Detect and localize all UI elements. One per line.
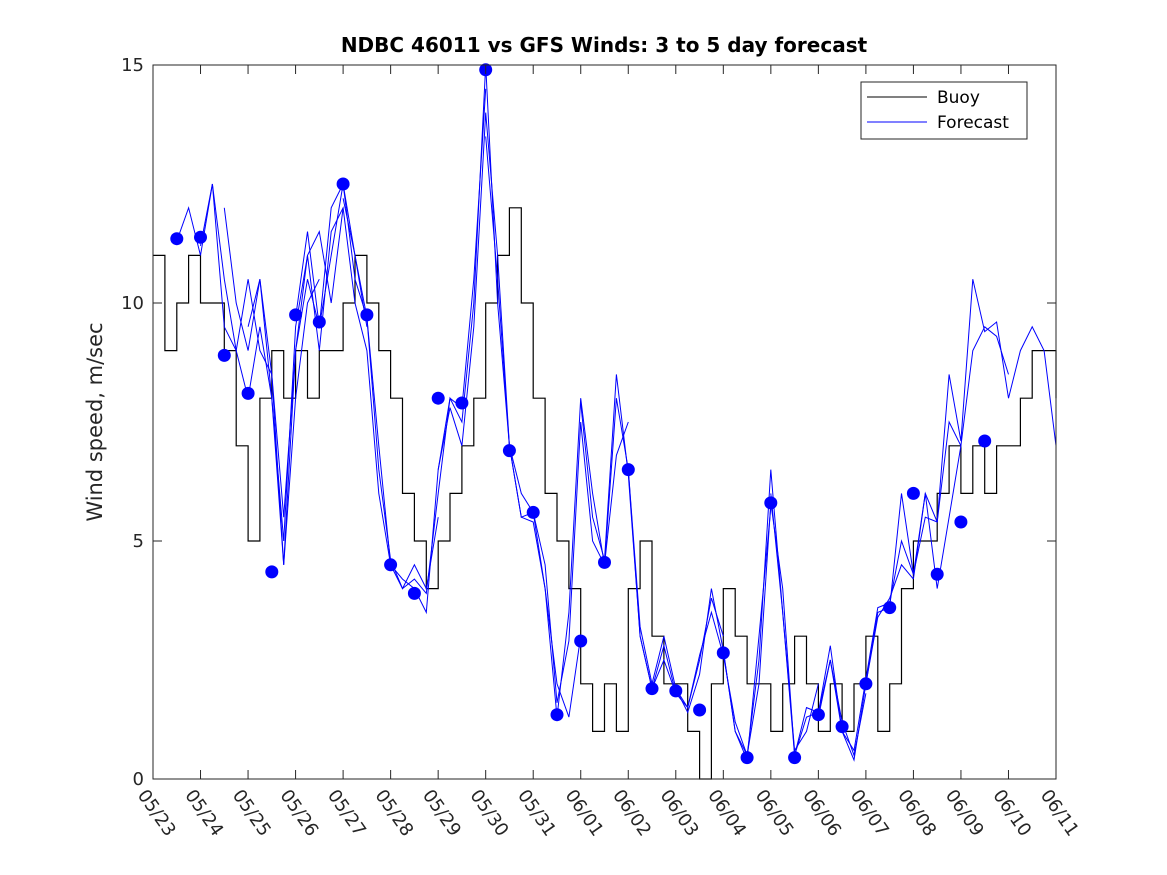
forecast-marker [716, 646, 730, 660]
forecast-marker [265, 565, 279, 579]
forecast-marker [883, 601, 897, 615]
forecast-marker [289, 308, 303, 322]
x-tick-label: 06/04 [703, 786, 750, 841]
forecast-marker [645, 682, 659, 696]
forecast-marker [312, 315, 326, 329]
x-tick-label: 05/26 [275, 786, 322, 841]
legend: Buoy Forecast [860, 81, 1028, 140]
x-tick-label: 06/07 [846, 786, 893, 841]
forecast-marker [859, 677, 873, 691]
forecast-marker [194, 230, 207, 244]
forecast-marker [241, 386, 255, 400]
forecast-marker [906, 486, 920, 500]
x-tick-label: 06/01 [561, 786, 608, 841]
forecast-marker [835, 720, 849, 734]
plot-markers [170, 63, 992, 765]
forecast-marker [360, 308, 374, 322]
x-tick-label: 05/31 [513, 786, 560, 841]
forecast-marker [978, 434, 992, 448]
forecast-marker [621, 463, 635, 477]
forecast-marker [693, 703, 707, 717]
legend-label-buoy: Buoy [937, 88, 980, 108]
forecast-marker [574, 634, 588, 648]
forecast-marker [502, 444, 516, 458]
x-tick-label: 06/08 [893, 786, 940, 841]
buoy-series-line [153, 207, 1057, 780]
x-tick-label: 06/11 [1036, 786, 1083, 841]
y-tick-label: 0 [133, 769, 144, 790]
x-tick-label: 05/25 [228, 786, 275, 841]
x-tick-label: 06/10 [988, 786, 1035, 841]
forecast-marker [788, 751, 802, 765]
forecast-marker [217, 348, 231, 362]
plot-area-frame [152, 64, 1057, 780]
forecast-marker [170, 232, 184, 246]
x-tick-label: 05/28 [371, 786, 418, 841]
forecast-marker [740, 751, 754, 765]
x-tick-label: 06/02 [608, 786, 655, 841]
forecast-marker [811, 708, 825, 722]
forecast-run-line-8 [437, 112, 582, 718]
forecast-marker [384, 558, 398, 572]
forecast-marker [764, 496, 778, 510]
x-tick-label: 06/05 [751, 786, 798, 841]
forecast-marker [598, 555, 611, 569]
forecast-marker [336, 177, 350, 191]
x-tick-label: 06/03 [656, 786, 703, 841]
forecast-run-line-4 [247, 206, 392, 565]
forecast-marker [431, 391, 445, 405]
x-tick-label: 06/09 [941, 786, 988, 841]
axes: 0 5 10 15 05/23 05/24 05/25 05/26 05/27 05/28 05/2… [121, 55, 1083, 840]
y-axis-label: Wind speed, m/sec [83, 322, 107, 521]
x-tick-label: 05/23 [133, 786, 180, 841]
forecast-marker [550, 708, 564, 722]
y-tick-label: 15 [121, 55, 144, 76]
forecast-run-line-9 [485, 136, 629, 703]
y-tick-label: 5 [133, 531, 144, 552]
x-tick-label: 05/27 [323, 786, 370, 841]
legend-box [860, 81, 1028, 140]
forecast-marker [669, 684, 683, 698]
chart-title: NDBC 46011 vs GFS Winds: 3 to 5 day fore… [341, 33, 868, 57]
forecast-run-line-14 [722, 502, 867, 758]
x-tick-label: 05/24 [180, 786, 227, 841]
x-tick-label: 05/30 [466, 786, 513, 841]
forecast-marker [455, 396, 469, 410]
plot-series [153, 64, 1057, 780]
forecast-run-line-7 [390, 64, 534, 615]
forecast-marker [930, 567, 944, 581]
x-tick-label: 05/29 [418, 786, 465, 841]
legend-label-forecast: Forecast [937, 113, 1009, 133]
forecast-marker [526, 505, 540, 519]
forecast-marker [954, 515, 968, 529]
forecast-marker [407, 586, 421, 600]
x-tick-label: 06/06 [798, 786, 845, 841]
y-tick-label: 10 [121, 293, 144, 314]
forecast-run-line-18 [912, 279, 1057, 580]
forecast-run-line-5 [295, 182, 439, 591]
